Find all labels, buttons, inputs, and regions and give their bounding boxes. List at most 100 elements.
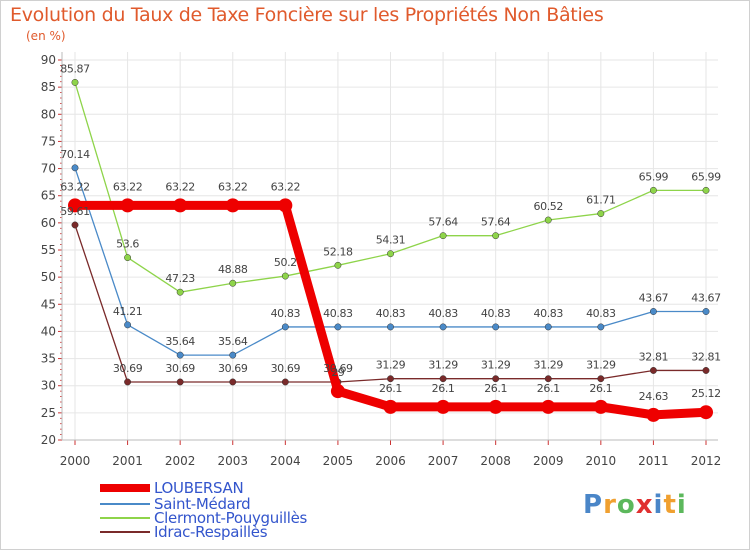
data-label-idrac-respailles: 30.69	[113, 362, 143, 375]
data-label-saint-medard: 40.83	[271, 307, 301, 320]
data-label-idrac-respailles: 31.29	[586, 359, 616, 372]
data-point-idrac-respailles	[176, 378, 184, 386]
y-tick-label: 30	[41, 379, 56, 393]
data-label-idrac-respailles: 30.69	[271, 362, 301, 375]
data-point-saint-medard	[281, 323, 289, 331]
data-point-loubersan	[68, 198, 82, 213]
data-label-clermont-pouyguilles: 48.88	[218, 263, 248, 276]
legend-swatch-saint-medard	[100, 503, 150, 505]
data-label-idrac-respailles: 59.61	[60, 205, 90, 218]
y-tick-label: 85	[41, 80, 56, 94]
legend-swatch-clermont-pouyguilles	[100, 517, 150, 519]
data-point-saint-medard	[124, 321, 132, 329]
data-label-saint-medard: 40.83	[428, 307, 458, 320]
data-point-loubersan	[436, 399, 451, 414]
data-label-saint-medard: 40.83	[323, 307, 353, 320]
legend-item-clermont-pouyguilles: Clermont-Pouyguillès	[100, 509, 360, 527]
x-tick-label: 2001	[112, 454, 143, 468]
legend-label-loubersan: LOUBERSAN	[154, 479, 244, 497]
proxiti-logo[interactable]: Proxiti	[583, 490, 687, 520]
data-label-loubersan: 24.63	[639, 390, 669, 403]
data-point-clermont-pouyguilles	[597, 210, 605, 218]
data-label-saint-medard: 40.83	[534, 307, 564, 320]
x-tick-label: 2000	[60, 454, 91, 468]
y-tick-label: 45	[41, 297, 56, 311]
data-point-clermont-pouyguilles	[229, 279, 237, 287]
data-label-loubersan: 29	[331, 366, 345, 379]
data-point-loubersan	[330, 384, 345, 399]
y-tick-label: 80	[41, 107, 56, 121]
legend-item-saint-medard: Saint-Médard	[100, 495, 360, 513]
legend-label-clermont-pouyguilles: Clermont-Pouyguillès	[154, 509, 308, 527]
data-point-saint-medard	[702, 308, 710, 315]
data-label-loubersan: 26.1	[537, 382, 560, 395]
data-label-idrac-respailles: 31.29	[534, 359, 564, 372]
data-point-idrac-respailles	[492, 375, 500, 383]
x-tick-label: 2008	[480, 454, 511, 468]
data-label-idrac-respailles: 30.69	[165, 362, 195, 375]
legend-label-saint-medard: Saint-Médard	[154, 495, 251, 513]
data-point-saint-medard	[229, 351, 237, 359]
data-point-saint-medard	[597, 323, 605, 331]
data-point-loubersan	[120, 198, 135, 213]
data-label-idrac-respailles: 31.29	[376, 359, 406, 372]
data-point-saint-medard	[334, 323, 342, 331]
data-point-loubersan	[383, 399, 398, 414]
data-point-saint-medard	[71, 164, 79, 172]
data-point-saint-medard	[439, 323, 447, 331]
data-label-clermont-pouyguilles: 65.99	[639, 170, 669, 183]
data-label-clermont-pouyguilles: 52.18	[323, 245, 353, 258]
data-point-clermont-pouyguilles	[544, 216, 552, 224]
data-label-loubersan: 25.12	[691, 387, 721, 400]
data-point-idrac-respailles	[124, 378, 132, 386]
data-label-saint-medard: 70.14	[60, 148, 90, 161]
data-point-clermont-pouyguilles	[649, 186, 657, 194]
y-tick-label: 20	[41, 433, 56, 447]
data-label-clermont-pouyguilles: 47.23	[165, 272, 195, 285]
data-point-clermont-pouyguilles	[71, 78, 79, 86]
data-label-clermont-pouyguilles: 50.2	[274, 256, 297, 269]
data-label-clermont-pouyguilles: 85.87	[60, 62, 90, 75]
x-tick-label: 2010	[586, 454, 617, 468]
x-tick-label: 2005	[323, 454, 354, 468]
legend-swatch-idrac-respailles	[100, 531, 150, 533]
data-point-clermont-pouyguilles	[281, 272, 289, 280]
data-label-idrac-respailles: 31.29	[428, 359, 458, 372]
data-label-saint-medard: 41.21	[113, 305, 143, 318]
data-label-clermont-pouyguilles: 54.31	[376, 234, 406, 247]
data-label-clermont-pouyguilles: 65.99	[691, 170, 721, 183]
data-point-idrac-respailles	[229, 378, 237, 386]
data-label-saint-medard: 40.83	[481, 307, 511, 320]
data-point-idrac-respailles	[387, 375, 394, 383]
chart-subtitle: (en %)	[26, 29, 66, 43]
data-point-saint-medard	[387, 323, 394, 331]
x-tick-label: 2002	[165, 454, 196, 468]
x-tick-label: 2009	[533, 454, 564, 468]
y-tick-label: 65	[41, 189, 56, 203]
data-point-clermont-pouyguilles	[492, 232, 500, 240]
data-point-idrac-respailles	[439, 375, 447, 383]
data-point-clermont-pouyguilles	[176, 288, 184, 296]
data-point-idrac-respailles	[597, 375, 605, 383]
data-label-loubersan: 26.1	[484, 382, 507, 395]
data-label-loubersan: 26.1	[432, 382, 455, 395]
data-label-saint-medard: 43.67	[691, 292, 721, 305]
data-label-clermont-pouyguilles: 57.64	[428, 216, 458, 229]
data-label-clermont-pouyguilles: 61.71	[586, 194, 616, 207]
y-tick-label: 35	[41, 352, 56, 366]
data-point-loubersan	[173, 198, 188, 213]
data-label-saint-medard: 43.67	[639, 292, 669, 305]
data-label-saint-medard: 35.64	[218, 335, 248, 348]
y-tick-label: 55	[41, 243, 56, 257]
data-label-loubersan: 63.22	[113, 180, 143, 193]
data-point-idrac-respailles	[544, 375, 552, 383]
data-point-idrac-respailles	[702, 367, 710, 374]
data-point-loubersan	[646, 407, 661, 422]
data-point-loubersan	[593, 399, 608, 414]
data-label-loubersan: 63.22	[60, 180, 90, 193]
x-tick-label: 2007	[428, 454, 459, 468]
data-label-idrac-respailles: 31.29	[481, 359, 511, 372]
data-label-loubersan: 63.22	[218, 180, 248, 193]
data-point-loubersan	[699, 405, 713, 420]
